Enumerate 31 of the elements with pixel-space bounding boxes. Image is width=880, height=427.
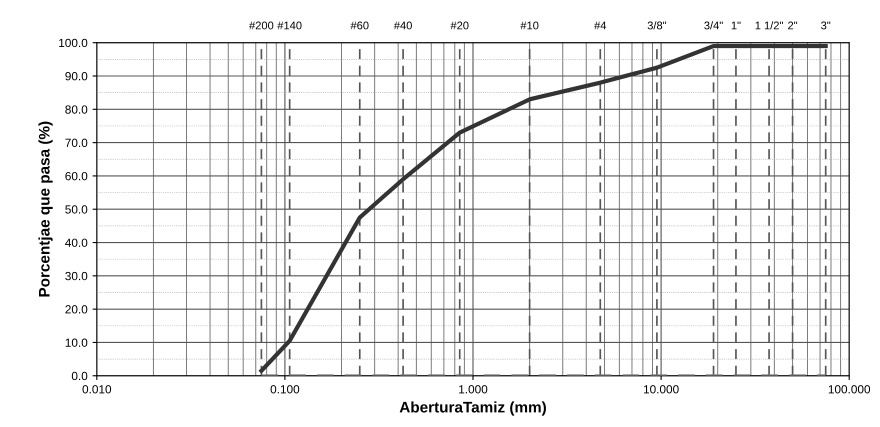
y-tick-label: 90.0 (65, 72, 88, 80)
y-tick-label: 30.0 (65, 272, 88, 280)
annotation: 3" (821, 22, 830, 30)
annotation: #60 (350, 22, 369, 30)
annotation: #200 (249, 22, 274, 30)
y-tick-label: 20.0 (65, 305, 88, 314)
y-tick-label: 10.0 (66, 338, 88, 347)
x-tick-label: 0.010 (82, 385, 112, 394)
y-tick-label: 0.0 (72, 372, 88, 380)
x-tick-label: 0.100 (270, 385, 300, 394)
y-tick-label: 40.0 (65, 238, 88, 247)
annotation: #4 (594, 22, 606, 30)
y-tick-label: 100.0 (59, 38, 88, 48)
y-tick-label: 80.0 (65, 105, 88, 114)
x-tick-label: 1.000 (459, 385, 488, 394)
annotation: 3/4" (704, 21, 723, 30)
y-axis-title: Porcentjae que pasa (%) (38, 122, 53, 296)
annotation: #40 (394, 22, 412, 30)
y-tick-label: 60.0 (65, 172, 88, 180)
y-tick-label: 50.0 (65, 205, 88, 214)
y-tick-label: 70.0 (65, 138, 88, 148)
annotation: 1" (732, 22, 741, 30)
annotation: 1 1/2" (756, 21, 783, 30)
annotation: 2" (788, 22, 798, 30)
annotation: #140 (277, 22, 302, 30)
x-axis-title: AberturaTamiz (mm) (400, 401, 546, 416)
x-tick-label: 10.000 (644, 385, 679, 394)
annotation: #10 (520, 22, 538, 30)
annotation: 3/8" (648, 21, 666, 30)
annotation: #20 (450, 22, 469, 30)
x-tick-label: 100.000 (828, 385, 870, 394)
